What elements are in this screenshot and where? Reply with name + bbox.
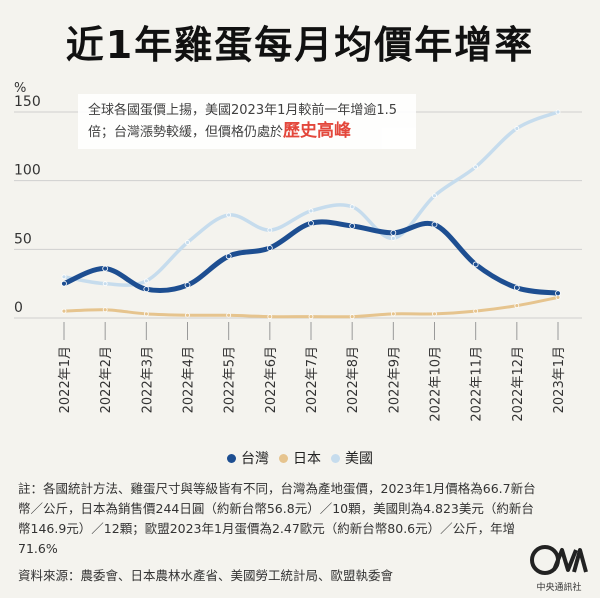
legend-item-1: 日本: [279, 448, 321, 468]
data-point-1-11: [514, 303, 520, 309]
legend-swatch: [227, 453, 236, 463]
data-point-0-11: [513, 284, 520, 291]
x-tick-label: 2022年4月: [182, 346, 197, 413]
data-point-2-1: [102, 281, 108, 287]
legend-label: 日本: [293, 451, 321, 467]
x-tick-labels: 2022年1月 2022年2月 2022年3月 2022年4月 2022年5月 2022年…: [58, 322, 567, 422]
data-point-1-0: [61, 308, 67, 314]
data-point-0-6: [308, 220, 314, 227]
data-point-2-7: [349, 204, 355, 210]
chart-legend: 台灣 日本 美國: [0, 448, 600, 468]
data-point-0-3: [184, 282, 191, 288]
org-name: 中央通訊社: [536, 583, 582, 593]
data-point-1-8: [390, 311, 396, 317]
data-point-2-10: [473, 164, 479, 170]
cna-logo: 中央通訊社: [528, 540, 590, 594]
data-point-2-3: [185, 240, 190, 245]
y-tick-label-150: 150: [14, 94, 41, 110]
x-tick-label: 2022年9月: [387, 346, 402, 413]
x-tick-label: 2022年2月: [99, 346, 114, 413]
data-point-0-2: [143, 286, 150, 293]
y-tick-label-50: 50: [14, 231, 32, 247]
data-point-0-10: [472, 261, 479, 268]
data-point-0-7: [349, 223, 356, 229]
data-point-0-0: [61, 280, 67, 287]
data-point-2-9: [432, 193, 437, 199]
data-point-2-0: [61, 274, 67, 280]
data-point-2-8: [390, 235, 396, 241]
cna-logo-mark: [530, 545, 588, 575]
annotation-callout: 全球各國蛋價上揚，美國2023年1月較前一年增逾1.5倍；台灣漲勢較緩，但價格仍…: [78, 94, 416, 149]
footnote: 註：各國統計方法、雞蛋尺寸與等級皆有不同，台灣為產地蛋價，2023年1月價格為6…: [18, 481, 536, 556]
data-point-0-8: [390, 229, 397, 236]
data-point-2-4: [226, 212, 232, 218]
line-chart: 0 50 100 150 % 2022年1月 2022年2月 2022年3月 2022年4月…: [14, 81, 582, 422]
y-tick-label-100: 100: [14, 163, 41, 179]
data-point-1-3: [185, 312, 190, 318]
data-point-2-12: [555, 109, 561, 115]
y-tick-label-0: 0: [14, 300, 23, 316]
series-points: [61, 109, 561, 320]
data-point-1-1: [102, 307, 108, 313]
data-point-2-5: [267, 227, 273, 233]
data-point-1-10: [473, 308, 479, 314]
x-tick-label: 2022年10月: [429, 346, 444, 422]
x-tick-label: 2022年7月: [305, 346, 320, 413]
data-source: 資料來源：農委會、日本農林水產省、美國勞工統計局、歐盟執委會: [18, 568, 394, 583]
data-point-0-12: [555, 290, 561, 297]
x-tick-label: 2022年12月: [511, 346, 526, 422]
y-tick-labels: 0 50 100 150: [14, 94, 41, 316]
y-axis-unit-label: %: [14, 81, 26, 96]
data-point-0-9: [431, 221, 438, 228]
data-point-1-9: [432, 311, 437, 317]
data-point-1-6: [308, 314, 314, 320]
data-point-2-11: [514, 126, 520, 131]
chart-title: 近1年雞蛋每月均價年增率: [65, 23, 535, 67]
x-tick-label: 2023年1月: [552, 346, 567, 413]
series-line-1: [62, 295, 560, 319]
data-point-0-4: [225, 253, 232, 260]
legend-item-2: 美國: [331, 448, 373, 468]
data-point-1-4: [226, 312, 232, 318]
legend-label: 美國: [345, 451, 373, 467]
legend-swatch: [331, 453, 340, 463]
data-point-0-5: [266, 245, 273, 251]
x-tick-label: 2022年6月: [264, 346, 279, 413]
legend-item-0: 台灣: [227, 448, 269, 468]
x-tick-label: 2022年11月: [470, 346, 485, 422]
data-point-2-2: [143, 278, 149, 284]
legend-swatch: [279, 453, 288, 463]
x-tick-label: 2022年3月: [140, 346, 155, 413]
data-point-1-7: [349, 314, 355, 320]
x-tick-label: 2022年8月: [346, 346, 361, 413]
data-point-0-1: [102, 265, 109, 272]
x-tick-label: 2022年1月: [58, 346, 73, 413]
data-point-1-2: [143, 311, 149, 317]
legend-label: 台灣: [241, 451, 269, 467]
x-tick-label: 2022年5月: [223, 346, 238, 413]
callout-highlight: 歷史高峰: [283, 121, 352, 141]
data-point-2-6: [308, 208, 314, 214]
callout-text: 全球各國蛋價上揚，美國2023年1月較前一年增逾1.5倍；台灣漲勢較緩，但價格仍…: [88, 103, 398, 140]
data-point-1-5: [267, 314, 273, 320]
